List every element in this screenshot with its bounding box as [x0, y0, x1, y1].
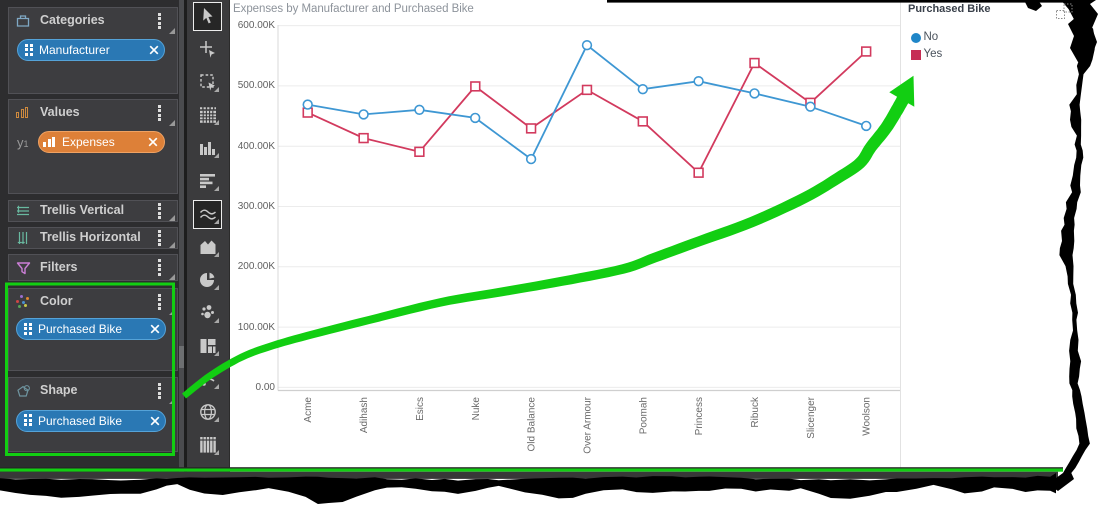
- svg-text:Nuke: Nuke: [471, 397, 482, 421]
- svg-text:Poomah: Poomah: [638, 397, 649, 434]
- svg-text:Princess: Princess: [694, 397, 705, 435]
- svg-text:Ribuck: Ribuck: [750, 396, 761, 428]
- svg-text:Esics: Esics: [415, 397, 426, 421]
- svg-text:Acme: Acme: [303, 397, 314, 423]
- svg-text:Over Armour: Over Armour: [583, 396, 594, 453]
- svg-text:Adihash: Adihash: [359, 397, 370, 433]
- svg-text:Old Balance: Old Balance: [527, 397, 538, 452]
- svg-text:Woolson: Woolson: [862, 397, 873, 436]
- svg-text:Slicenger: Slicenger: [806, 396, 817, 438]
